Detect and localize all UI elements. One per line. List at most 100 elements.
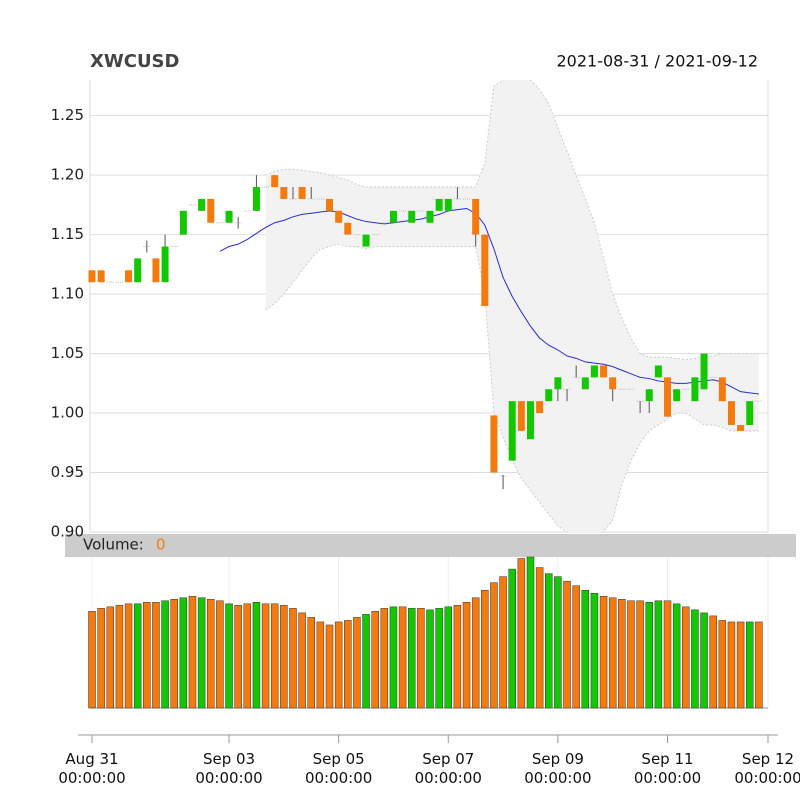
candle-body <box>654 365 662 378</box>
volume-bar <box>590 592 599 709</box>
volume-bar <box>270 603 279 709</box>
candle-body <box>252 187 260 211</box>
volume-bar <box>362 614 370 709</box>
volume-bar <box>663 600 672 709</box>
volume-bar <box>225 603 233 709</box>
band-group <box>219 80 759 532</box>
volume-bar <box>599 596 608 709</box>
candle-body <box>727 401 735 425</box>
volume-bar <box>316 621 325 709</box>
volume-bar <box>709 615 717 709</box>
volume-bar <box>572 585 580 709</box>
candle-body <box>207 198 215 223</box>
volume-bar <box>435 608 443 709</box>
candle-body <box>691 377 699 402</box>
volume-bar <box>325 624 334 709</box>
volume-bar <box>124 603 133 709</box>
volume-bar <box>755 621 763 709</box>
volume-bar <box>608 597 617 709</box>
candle-body <box>737 424 745 431</box>
volume-bar <box>161 600 169 709</box>
volume-bar <box>563 580 571 709</box>
volume-bar <box>97 608 105 709</box>
volume-bar <box>380 608 389 709</box>
band-fill <box>265 80 759 532</box>
candle-body <box>271 175 279 188</box>
y-tick-label: 1.15 <box>51 225 84 243</box>
candle-body <box>362 234 370 247</box>
x-tick-label: Sep 05 00:00:00 <box>304 750 373 787</box>
volume-bar <box>581 589 590 709</box>
candle-body <box>590 365 598 378</box>
volume-bar <box>152 602 160 709</box>
chart-title: XWCUSD <box>90 51 179 72</box>
volume-bar <box>700 612 708 709</box>
volume-bar <box>462 602 471 709</box>
candle-body <box>298 187 306 199</box>
volume-bar <box>298 612 306 709</box>
candle-body <box>645 389 653 402</box>
volume-bar <box>234 605 242 709</box>
candle-body <box>134 258 142 283</box>
volume-bar <box>143 602 151 709</box>
volume-bar <box>261 603 270 709</box>
volume-bar <box>407 608 416 709</box>
candle-body <box>408 210 416 223</box>
volume-bar <box>207 599 215 709</box>
volume-bar <box>471 597 480 709</box>
volume-bar <box>389 606 398 709</box>
volume-bar <box>216 600 224 709</box>
candle-body <box>700 353 708 390</box>
candle-body <box>526 401 534 440</box>
volume-bar <box>636 600 644 709</box>
candle-body <box>508 401 516 461</box>
candle-body <box>161 246 169 283</box>
volume-bar <box>88 611 96 709</box>
candle-body <box>490 415 498 473</box>
volume-bar <box>736 621 745 709</box>
candle-body <box>673 389 681 402</box>
candle-body <box>481 234 489 306</box>
candle-body <box>152 258 160 283</box>
volume-bar <box>654 600 663 709</box>
candle-body <box>600 365 608 378</box>
candle-body <box>97 270 105 283</box>
volume-bar <box>645 602 653 709</box>
candle-body <box>225 210 233 223</box>
volume-bar <box>672 603 681 709</box>
volume-bar <box>243 603 252 709</box>
y-tick-label: 1.25 <box>51 106 84 124</box>
candle-body <box>326 198 334 211</box>
volume-bar <box>188 596 197 709</box>
volume-bar <box>727 621 736 709</box>
candle-body <box>718 377 726 402</box>
x-tick-label: Sep 07 00:00:00 <box>414 750 482 787</box>
candle-body <box>554 377 562 390</box>
volume-bar <box>535 567 544 709</box>
volume-readout: 0 <box>156 536 166 554</box>
y-tick-label: 1.00 <box>51 404 84 422</box>
volume-bar <box>718 620 727 709</box>
candle-body <box>344 222 352 235</box>
volume-bar <box>545 573 553 709</box>
volume-bar <box>745 621 754 709</box>
candle-body <box>389 210 397 223</box>
volume-bar <box>554 576 562 709</box>
volume-bar <box>371 611 379 709</box>
candle-body <box>88 270 96 283</box>
volume-bar <box>252 602 261 709</box>
y-tick-label: 0.90 <box>51 523 84 541</box>
volume-bar <box>517 558 526 709</box>
volume-bar <box>179 597 188 709</box>
volume-bar <box>344 620 352 709</box>
candle-body <box>198 198 206 211</box>
y-tick-label: 1.10 <box>51 285 84 303</box>
volume-bar <box>453 605 462 709</box>
volume-bar <box>417 608 425 709</box>
volume-bar <box>444 606 453 709</box>
volume-bar <box>106 606 115 709</box>
volume-bar <box>289 608 297 709</box>
candle-body <box>435 198 443 211</box>
x-tick-label: Sep 12 00:00:00 <box>734 750 800 787</box>
